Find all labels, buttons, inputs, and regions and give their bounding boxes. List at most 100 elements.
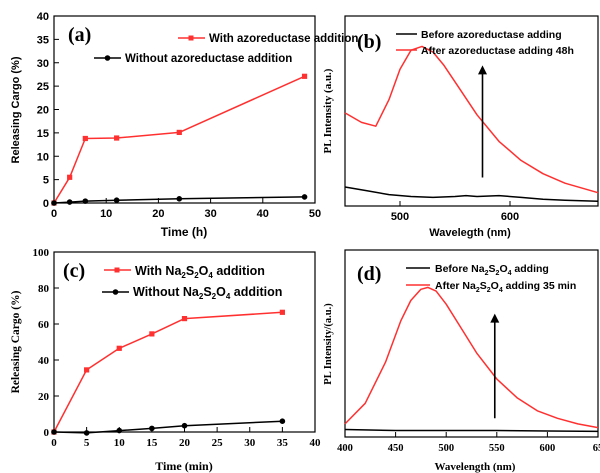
point-a-0-4 [176,129,182,136]
legend-d-1-sub3: 4 [499,287,503,294]
legend-c-1-m1: S [203,285,211,299]
x-axis-title-a: Time (h) [161,225,207,239]
legend-d-1-m1: S [480,280,487,292]
x-tick-label-a-0: 0 [51,208,57,220]
series-line-d-0 [344,428,599,433]
x-axis-title-d: Wavelength (nm) [435,461,516,473]
point-c-0-2 [116,345,122,351]
point-a-1-3 [113,197,120,203]
x-tick-label-a-4: 40 [257,208,269,220]
x-tick-label-d-1: 450 [388,443,404,454]
plot-frame-d [344,249,599,438]
x-tick-label-c-8: 40 [310,437,322,449]
point-a-1-5 [301,194,308,200]
x-tick-label-d-0: 400 [337,443,353,454]
legend-marker-a-0 [188,35,194,41]
y-tick-label-a-7: 35 [37,34,49,46]
x-tick-label-a-2: 20 [152,208,164,220]
point-c-0-1 [84,367,90,373]
legend-label-d-0: Before Na2S2O4 adding [435,263,549,277]
y-tick-label-a-6: 30 [37,58,49,70]
legend-d-1-sub2: 2 [487,287,491,294]
y-axis-title-a: Releasing Cargo (%) [10,56,22,163]
legend-label-a-0: With azoreductase addition [209,33,358,45]
y-axis-title-b: PL Intensity (a.u.) [322,68,334,153]
panel-d: 40045050055060065 (d) Before Na2S2O4 add… [323,249,600,473]
x-tick-label-d-2: 500 [438,443,454,454]
point-a-1-1 [66,199,73,205]
panel-label-d: (d) [357,263,381,285]
ticks-b: 500 600 [391,201,519,223]
point-a-1-4 [176,195,183,202]
legend-c-0-sub1: 2 [181,271,186,280]
legend-c-0-m1: S [186,264,194,278]
panel-c: 0 5 10 15 20 25 30 35 40 0 20 40 60 80 100 (c) With Na… [10,247,321,473]
x-tick-label-c-4: 20 [179,437,191,449]
point-c-1-5 [279,418,286,425]
legend-marker-c-0 [114,267,120,273]
legend-c-0-m2: O [199,264,209,278]
y-tick-label-c-0: 0 [44,427,50,439]
legend-d-1-m2: O [491,280,499,292]
y-tick-label-a-5: 25 [37,81,49,93]
ticks-c: 0 5 10 15 20 25 30 35 40 0 20 40 60 80 100 [33,247,322,449]
x-tick-label-a-3: 30 [204,208,216,220]
x-tick-label-a-5: 50 [309,208,321,220]
x-tick-label-a-1: 10 [100,208,112,220]
point-c-1-3 [149,425,155,432]
point-c-0-4 [181,316,188,322]
y-tick-label-a-4: 20 [37,105,49,117]
legend-d-0-sub3: 4 [508,270,512,277]
legend-c-0-base: With Na [135,264,182,278]
legend-d-1-base: After Na [435,280,476,292]
panel-label-b: (b) [357,31,381,53]
legend-marker-a-1 [104,55,111,61]
legend-c-1-base: Without Na [133,285,200,299]
legend-d-0-tail: adding [512,263,549,275]
point-c-1-1 [83,430,90,436]
legend-c-0-tail: addition [213,264,265,278]
x-tick-label-d-5: 65 [593,443,600,454]
point-c-1-0 [51,429,57,435]
x-tick-label-b-1: 600 [501,211,519,223]
marks-b [344,45,599,203]
y-tick-label-a-3: 15 [37,128,49,140]
legend-marker-c-1 [112,289,119,295]
legend-d-1-tail: adding 35 min [503,280,577,292]
point-a-1-2 [82,198,89,204]
x-tick-label-d-3: 550 [489,443,505,454]
y-tick-label-c-3: 60 [38,319,50,331]
y-axis-title-d: PL Intensity/(a.u.) [323,303,334,385]
x-tick-label-c-0: 0 [51,437,57,449]
y-tick-label-c-1: 20 [38,391,50,403]
legend-c-1-tail: addition [230,285,282,299]
panel-a: 0 10 20 30 40 50 0 5 10 15 20 25 30 35 40 (a) With azo… [10,11,358,239]
legend-d-0-sub2: 2 [496,270,500,277]
x-axis-title-c: Time (min) [155,459,212,473]
legend-d-0-base: Before Na [435,263,485,275]
y-tick-label-a-0: 0 [43,198,49,210]
legend-label-b-0: Before azoreductase adding [421,29,562,41]
arrow-head-b [478,65,487,75]
x-tick-label-c-5: 25 [212,437,224,449]
plot-frame-b [344,15,599,207]
point-c-1-4 [181,422,188,429]
y-tick-label-c-4: 80 [38,283,50,295]
point-c-1-2 [116,427,123,434]
x-tick-label-c-7: 35 [277,437,289,449]
legend-label-c-0: With Na2S2O4 addition [135,264,265,280]
point-a-0-5 [301,73,308,79]
point-a-0-1 [67,174,73,180]
marks-d [344,286,599,433]
y-tick-label-a-8: 40 [37,11,49,23]
x-tick-label-c-2: 10 [114,437,126,449]
y-tick-label-c-2: 40 [38,355,50,367]
y-tick-label-c-5: 100 [33,247,50,259]
y-tick-label-a-2: 10 [37,151,49,163]
x-tick-label-c-1: 5 [84,437,90,449]
marks-c [51,309,286,436]
legend-label-b-1: After azoreductase adding 48h [421,45,574,57]
point-a-0-3 [114,135,120,141]
x-tick-label-d-4: 600 [540,443,556,454]
series-line-c-1 [53,420,283,434]
